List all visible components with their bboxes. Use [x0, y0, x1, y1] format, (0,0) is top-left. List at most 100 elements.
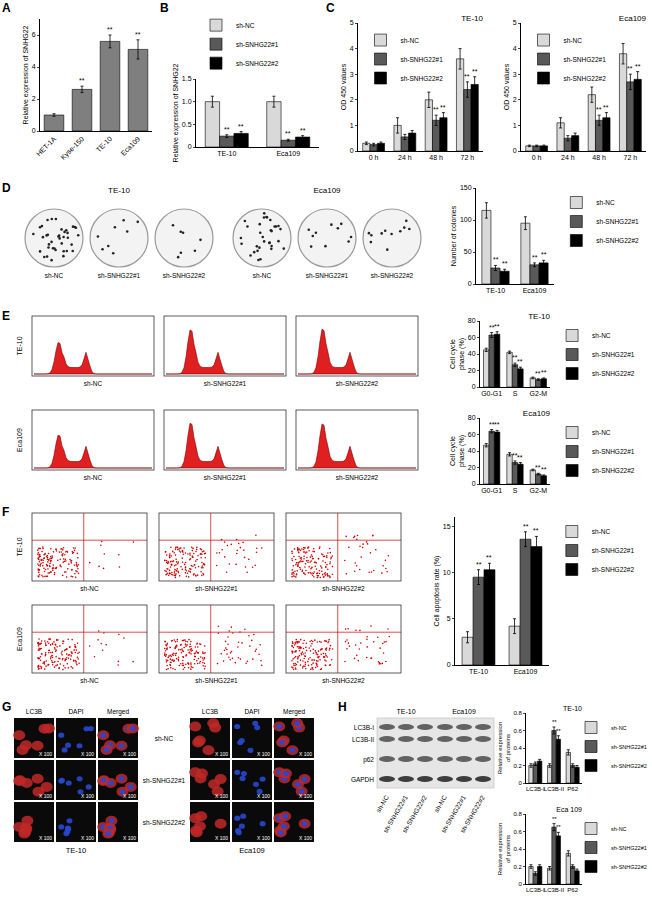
svg-text:sh-NC: sh-NC	[236, 22, 255, 29]
svg-text:0: 0	[447, 661, 451, 668]
svg-text:**: **	[512, 354, 518, 361]
svg-text:Relative expressionof proteins: Relative expressionof proteins	[497, 722, 511, 774]
svg-text:sh-SNHG22#2: sh-SNHG22#2	[592, 467, 635, 474]
svg-text:Eca109: Eca109	[119, 135, 141, 157]
svg-text:G2-M: G2-M	[530, 487, 548, 494]
svg-text:sh-SNHG22#1: sh-SNHG22#1	[98, 272, 141, 279]
svg-text:X 100: X 100	[299, 835, 312, 841]
svg-text:**: **	[596, 106, 602, 113]
svg-text:**: **	[533, 527, 539, 534]
svg-text:0.6: 0.6	[513, 728, 522, 734]
svg-text:sh-NC: sh-NC	[375, 794, 390, 814]
svg-text:80: 80	[468, 414, 476, 421]
svg-text:A: A	[2, 1, 11, 15]
svg-text:Relative expression of SNHG22: Relative expression of SNHG22	[172, 63, 180, 162]
svg-text:80: 80	[468, 317, 476, 324]
svg-text:X 100: X 100	[123, 751, 136, 757]
svg-text:TE-10: TE-10	[95, 135, 114, 154]
svg-text:**: **	[107, 26, 113, 33]
svg-text:sh-SNHG22#2: sh-SNHG22#2	[564, 75, 607, 82]
svg-text:sh-SNHG22#2: sh-SNHG22#2	[401, 794, 428, 834]
svg-text:5: 5	[513, 19, 517, 26]
svg-text:D: D	[2, 181, 11, 195]
svg-text:sh-NC: sh-NC	[433, 794, 448, 814]
svg-text:40: 40	[468, 350, 476, 357]
svg-text:H: H	[338, 700, 347, 714]
svg-text:Relative expression of SNHG22: Relative expression of SNHG22	[22, 25, 30, 124]
svg-text:G2-M: G2-M	[530, 390, 548, 397]
svg-text:15: 15	[443, 523, 451, 530]
svg-text:**: **	[433, 106, 439, 113]
svg-text:sh-SNHG22#2: sh-SNHG22#2	[336, 474, 379, 481]
svg-text:sh-SNHG22#2: sh-SNHG22#2	[371, 272, 414, 279]
svg-text:0.2: 0.2	[513, 864, 522, 870]
svg-text:sh-SNHG22#2: sh-SNHG22#2	[322, 677, 365, 684]
svg-text:sh-SNHG22#1: sh-SNHG22#1	[143, 777, 186, 784]
svg-text:sh-SNHG22#1: sh-SNHG22#1	[204, 474, 247, 481]
svg-text:**: **	[541, 466, 547, 473]
svg-text:Merged: Merged	[107, 708, 129, 716]
svg-text:LC3B: LC3B	[26, 708, 42, 715]
svg-text:sh-SNHG22#1: sh-SNHG22#1	[592, 547, 635, 554]
svg-text:**: **	[517, 358, 523, 365]
svg-text:**: **	[494, 421, 500, 428]
svg-text:Kyse-150: Kyse-150	[59, 135, 86, 162]
svg-text:TE-10: TE-10	[16, 537, 23, 556]
svg-text:**: **	[79, 77, 85, 84]
svg-text:sh-NC: sh-NC	[45, 272, 64, 279]
svg-text:Eca109: Eca109	[16, 627, 23, 651]
svg-text:X 100: X 100	[81, 835, 94, 841]
svg-text:0: 0	[32, 127, 36, 134]
svg-text:X 100: X 100	[215, 751, 228, 757]
svg-text:0.2: 0.2	[513, 763, 522, 769]
svg-text:sh-NC: sh-NC	[592, 528, 611, 535]
svg-text:0: 0	[188, 143, 192, 150]
svg-text:**: **	[135, 31, 141, 38]
svg-text:4: 4	[513, 45, 517, 52]
svg-text:2: 2	[513, 96, 517, 103]
svg-text:Cell cyclephase (%): Cell cyclephase (%)	[449, 435, 466, 467]
svg-text:0.8: 0.8	[513, 710, 522, 716]
svg-text:GAPDH: GAPDH	[351, 776, 374, 783]
svg-text:1: 1	[350, 122, 354, 129]
svg-text:24 h: 24 h	[561, 154, 575, 161]
svg-text:S: S	[513, 487, 518, 494]
svg-text:1: 1	[513, 122, 517, 129]
svg-text:TE-10: TE-10	[461, 14, 483, 23]
svg-text:sh-SNHG22#1: sh-SNHG22#1	[382, 794, 409, 834]
svg-text:X 100: X 100	[257, 751, 270, 757]
svg-text:X 100: X 100	[123, 835, 136, 841]
svg-text:**: **	[224, 126, 230, 133]
svg-text:TE-10: TE-10	[108, 186, 130, 195]
svg-text:sh-SNHG22#2: sh-SNHG22#2	[322, 585, 365, 592]
svg-text:TE-10: TE-10	[396, 708, 415, 715]
svg-text:Eca109: Eca109	[313, 186, 341, 195]
svg-text:X 100: X 100	[81, 793, 94, 799]
svg-text:4: 4	[350, 45, 354, 52]
svg-text:sh-NC: sh-NC	[155, 735, 174, 742]
svg-text:sh-SNHG22#2: sh-SNHG22#2	[592, 566, 635, 573]
svg-text:X 100: X 100	[215, 835, 228, 841]
svg-text:Number of colonies: Number of colonies	[450, 205, 457, 266]
svg-text:sh-SNHG22#1: sh-SNHG22#1	[564, 56, 607, 63]
svg-text:LC3B-II: LC3B-II	[544, 887, 565, 893]
svg-text:X 100: X 100	[81, 751, 94, 757]
svg-text:F: F	[2, 505, 9, 519]
svg-text:0: 0	[472, 480, 476, 487]
svg-text:0: 0	[472, 383, 476, 390]
svg-text:**: **	[541, 251, 547, 258]
svg-text:P62: P62	[567, 887, 578, 893]
svg-text:0: 0	[350, 147, 354, 154]
svg-text:48 h: 48 h	[592, 154, 606, 161]
svg-text:**: **	[440, 104, 446, 111]
svg-text:**: **	[285, 130, 291, 137]
svg-text:1.5: 1.5	[182, 75, 192, 82]
svg-text:TE-10: TE-10	[469, 668, 488, 675]
svg-text:sh-SNHG22#1: sh-SNHG22#1	[401, 56, 444, 63]
svg-text:sh-NC: sh-NC	[80, 585, 99, 592]
svg-text:0 h: 0 h	[369, 154, 379, 161]
svg-text:sh-NC: sh-NC	[84, 474, 103, 481]
svg-text:**: **	[464, 73, 470, 80]
svg-text:E: E	[2, 309, 10, 323]
svg-text:3: 3	[350, 71, 354, 78]
